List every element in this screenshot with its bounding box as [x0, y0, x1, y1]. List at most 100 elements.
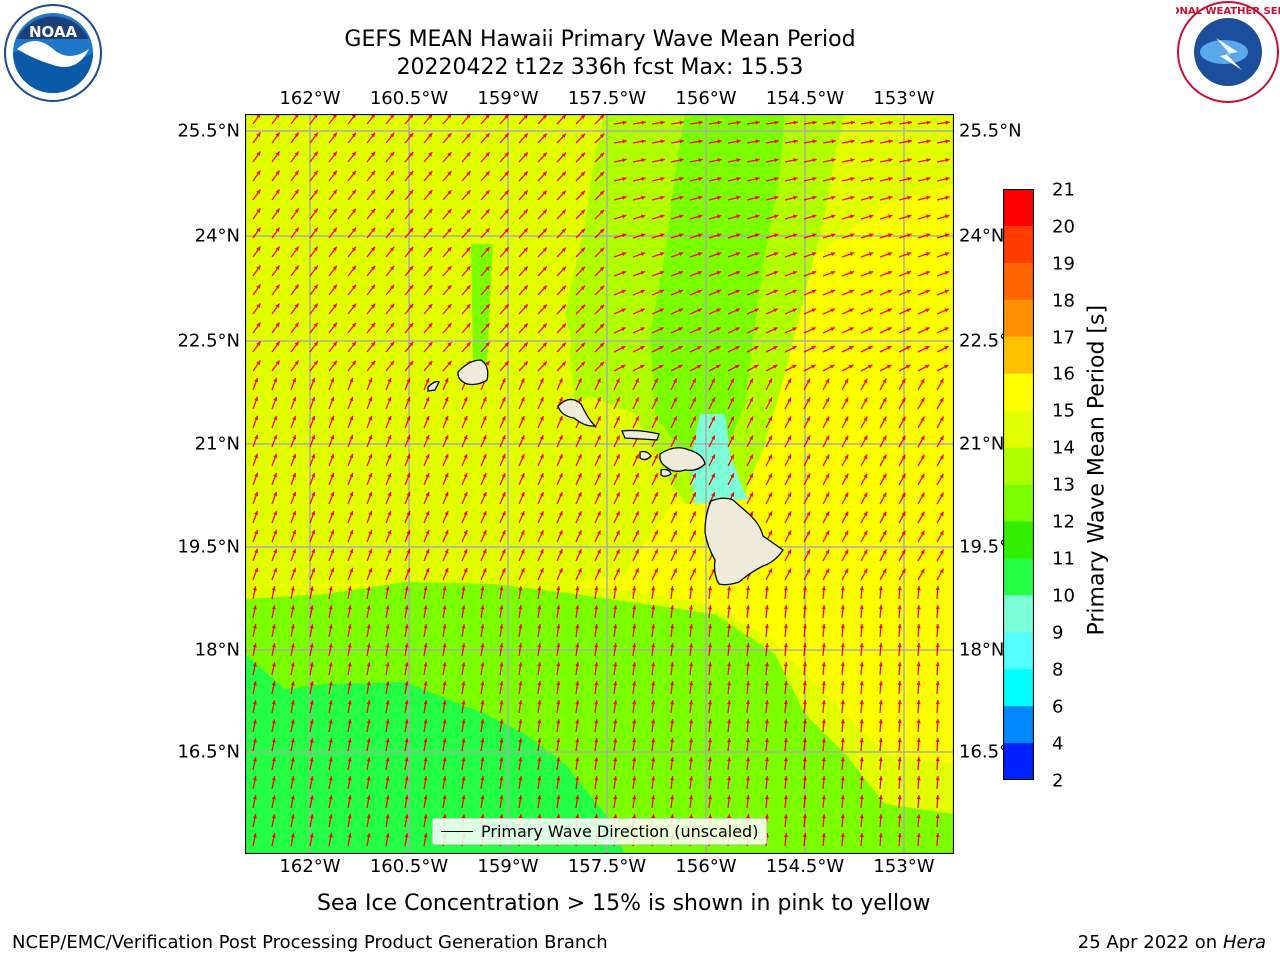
map-canvas [245, 114, 954, 854]
direction-arrow [499, 738, 504, 752]
direction-arrow [613, 700, 618, 714]
direction-arrow [556, 472, 563, 486]
direction-arrow [803, 195, 817, 201]
direction-arrow [689, 378, 697, 391]
direction-arrow [366, 605, 371, 619]
direction-arrow [404, 567, 411, 581]
direction-arrow [423, 453, 430, 467]
direction-arrow [727, 435, 735, 448]
direction-arrow [290, 453, 297, 467]
direction-arrow [765, 120, 779, 125]
direction-arrow [917, 233, 931, 239]
direction-arrow [252, 189, 262, 201]
direction-arrow [480, 132, 491, 144]
direction-arrow [859, 756, 864, 771]
direction-arrow [613, 176, 627, 182]
direction-arrow [898, 397, 906, 410]
direction-arrow [745, 700, 751, 714]
direction-arrow [917, 435, 925, 448]
direction-arrow [461, 700, 466, 714]
direction-arrow [632, 396, 640, 410]
direction-arrow [840, 642, 845, 657]
direction-arrow [935, 813, 940, 828]
direction-arrow [897, 775, 902, 790]
direction-arrow [537, 377, 544, 391]
direction-arrow [840, 623, 845, 638]
direction-arrow [290, 491, 297, 505]
direction-arrow [252, 738, 257, 752]
direction-arrow [803, 158, 817, 163]
direction-arrow [442, 605, 447, 619]
direction-arrow [575, 171, 586, 182]
direction-arrow [746, 416, 754, 429]
direction-arrow [499, 453, 506, 467]
chart-title-line1: GEFS MEAN Hawaii Primary Wave Mean Perio… [344, 27, 856, 52]
direction-arrow [423, 719, 428, 733]
direction-arrow [442, 377, 449, 391]
direction-arrow [689, 492, 697, 505]
direction-arrow [404, 415, 411, 429]
direction-arrow [594, 190, 605, 201]
direction-arrow [765, 416, 773, 429]
direction-arrow [423, 776, 428, 790]
colorbar-tick: 13 [1052, 474, 1075, 496]
direction-arrow [917, 364, 930, 372]
direction-arrow [898, 530, 906, 543]
direction-arrow [841, 214, 855, 220]
direction-arrow [518, 643, 523, 657]
direction-arrow [271, 795, 276, 809]
direction-arrow [689, 511, 697, 524]
direction-arrow [898, 454, 906, 467]
direction-arrow [708, 120, 722, 125]
direction-arrow [328, 322, 338, 334]
direction-arrow [594, 510, 602, 524]
direction-arrow [632, 624, 637, 638]
direction-arrow [537, 114, 548, 125]
direction-arrow [821, 680, 826, 695]
direction-arrow [783, 586, 788, 600]
direction-arrow [898, 568, 906, 581]
direction-arrow [537, 510, 544, 524]
direction-arrow [936, 176, 950, 182]
direction-arrow [651, 120, 665, 125]
direction-arrow [556, 361, 567, 372]
direction-arrow [859, 737, 864, 752]
direction-arrow [803, 568, 811, 581]
direction-arrow [803, 289, 817, 296]
direction-arrow [783, 700, 788, 714]
direction-arrow [594, 209, 605, 220]
direction-arrow [404, 151, 414, 163]
direction-arrow [423, 662, 428, 676]
direction-arrow [252, 377, 259, 391]
island-oahu [557, 398, 597, 427]
direction-arrow [935, 642, 940, 657]
direction-arrow [898, 233, 912, 239]
direction-arrow [632, 681, 637, 695]
direction-arrow [879, 454, 887, 467]
direction-arrow [802, 832, 807, 847]
direction-arrow [385, 567, 392, 581]
direction-arrow [575, 738, 580, 752]
direction-arrow [784, 378, 792, 391]
direction-arrow [404, 700, 409, 714]
direction-arrow [385, 700, 390, 714]
direction-arrow [461, 396, 468, 410]
direction-arrow [556, 491, 563, 505]
direction-arrow [632, 308, 646, 315]
direction-arrow [860, 435, 868, 448]
direction-arrow [309, 700, 314, 714]
direction-arrow [290, 700, 295, 714]
direction-arrow [822, 397, 830, 410]
direction-arrow [271, 189, 281, 201]
direction-arrow [347, 719, 352, 733]
direction-arrow [309, 662, 314, 676]
direction-arrow [917, 195, 931, 201]
direction-arrow [670, 511, 678, 524]
direction-arrow [271, 360, 281, 372]
direction-arrow [366, 586, 371, 600]
direction-arrow [860, 139, 874, 144]
direction-arrow [575, 434, 583, 448]
direction-arrow [480, 757, 485, 771]
direction-arrow [916, 794, 921, 809]
direction-arrow [784, 326, 798, 334]
